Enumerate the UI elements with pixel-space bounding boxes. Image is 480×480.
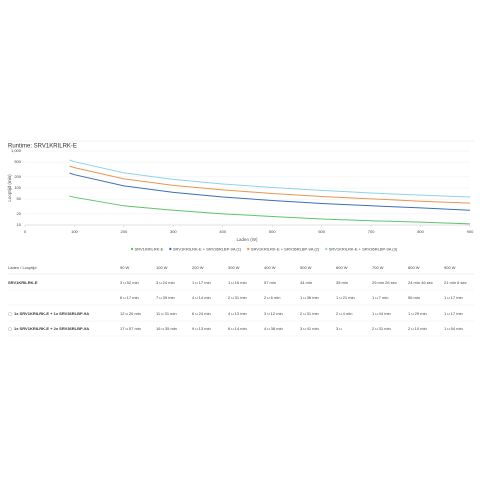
x-tick-label: 500 (269, 229, 276, 234)
x-tick-label: 100 (71, 229, 78, 234)
table-header: 900 W (444, 265, 456, 270)
table-cell: 6 u 17 min (120, 295, 139, 300)
table-cell: 1 u 7 min (372, 295, 388, 300)
legend-label: SRV1KRILRK-E + SRV36RLBP-9A (2) (251, 246, 320, 251)
row-label: 1x SRV1KRILRK-E + 1x SRV36RLBP-9A (14, 311, 89, 316)
x-tick-label: 900 (467, 229, 474, 234)
table-cell: 1 u 17 min (192, 280, 211, 285)
table-cell: 16 u 35 min (156, 326, 177, 331)
table-cell: 1 u 44 min (372, 311, 391, 316)
table-cell: 1 u 36 min (300, 295, 319, 300)
table-header: 400 W (264, 265, 276, 270)
row-label: 1x SRV1KRILRK-E + 2x SRV36RLBP-9A (14, 326, 89, 331)
x-tick-label: 800 (417, 229, 424, 234)
row-label: SRV1KRILRK-E (8, 280, 38, 285)
legend-swatch (169, 247, 172, 251)
x-tick-label: 200 (121, 229, 128, 234)
table-cell: 56 min (408, 295, 420, 300)
table-cell: 2 u 10 min (408, 326, 427, 331)
row-icon (8, 312, 12, 316)
table-cell: 1 u 17 min (444, 295, 463, 300)
table-cell: 4 u 13 min (228, 311, 247, 316)
table-cell: 21 min 6 sec (444, 280, 467, 285)
table-cell: 1 u 16 min (228, 280, 247, 285)
legend-label: SRV1KRILRK-E (135, 246, 164, 251)
table-cell: 4 u 38 min (264, 326, 283, 331)
table-cell: 3 u 12 min (264, 311, 283, 316)
y-axis-label: Looptijd (min) (7, 174, 12, 202)
x-tick-label: 0 (24, 229, 27, 234)
table-cell: 57 min (264, 280, 276, 285)
y-tick-label: 200 (14, 174, 21, 179)
legend-label: SRV1KRILRK-E + SRV36RLBP-9A (3) (329, 246, 398, 251)
table-header: 600 W (336, 265, 348, 270)
legend-swatch (130, 247, 134, 251)
table-cell: 29 min 26 sec (372, 280, 397, 285)
table-header: 90 W (120, 265, 130, 270)
series-line (69, 172, 471, 211)
row-icon (8, 327, 12, 331)
y-tick-label: 50 (17, 196, 22, 201)
table-cell: 2 u 31 min (372, 326, 391, 331)
table-header: 100 W (156, 265, 168, 270)
table-cell: 2 u 6 min (264, 295, 280, 300)
table-header: 700 W (372, 265, 384, 270)
x-tick-label: 600 (318, 229, 325, 234)
table-cell: 17 u 57 min (120, 326, 141, 331)
table-cell: 3 u 24 min (156, 280, 175, 285)
table-cell: 2 u 31 min (228, 295, 247, 300)
table-header: Laden / Looptijd (8, 265, 36, 270)
table-header: 800 W (408, 265, 420, 270)
table-cell: 1 u 29 min (408, 311, 427, 316)
table-cell: 44 min (300, 280, 312, 285)
table-cell: 2 u 31 min (300, 311, 319, 316)
y-tick-label: 500 (14, 159, 21, 164)
y-tick-label: 20 (17, 211, 22, 216)
table-header: 200 W (192, 265, 204, 270)
series-line (69, 195, 471, 225)
x-tick-label: 300 (170, 229, 177, 234)
table-cell: 3 u 41 min (300, 326, 319, 331)
y-tick-label: 100 (14, 185, 21, 190)
y-tick-label: 10 (17, 222, 22, 227)
table-cell: 2 u 4 min (336, 311, 352, 316)
table-header: 300 W (228, 265, 240, 270)
table-cell: 9 u 13 min (192, 326, 211, 331)
x-tick-label: 700 (368, 229, 375, 234)
legend-swatch (325, 247, 328, 251)
table-cell: 4 u 14 min (192, 295, 211, 300)
table-cell: 1 u 21 min (336, 295, 355, 300)
table-cell: 1 u 54 min (444, 326, 463, 331)
table-cell: 6 u 14 min (228, 326, 247, 331)
table-cell: 3 u 52 min (120, 280, 139, 285)
table-cell: 12 u 26 min (120, 311, 141, 316)
table-cell: 35 min (336, 280, 348, 285)
table-header: 500 W (300, 265, 312, 270)
table-cell: 1 u 17 min (444, 311, 463, 316)
legend-swatch (247, 247, 250, 251)
table-cell: 6 u 24 min (192, 311, 211, 316)
legend-label: SRV1KRILRK-E + SRV36RLBP-9A (1) (173, 246, 242, 251)
table-cell: 24 min 46 sec (408, 280, 433, 285)
x-axis-label: Laden (W) (236, 237, 258, 242)
x-tick-label: 400 (219, 229, 226, 234)
table-cell: 3 u (336, 326, 342, 331)
series-line (69, 165, 471, 204)
table-cell: 11 u 31 min (156, 311, 177, 316)
table-cell: 7 u 39 min (156, 295, 175, 300)
series-line (69, 159, 471, 198)
chart-title: Runtime: SRV1KRILRK-E (8, 144, 77, 150)
y-tick-label: 1,000 (11, 148, 22, 153)
